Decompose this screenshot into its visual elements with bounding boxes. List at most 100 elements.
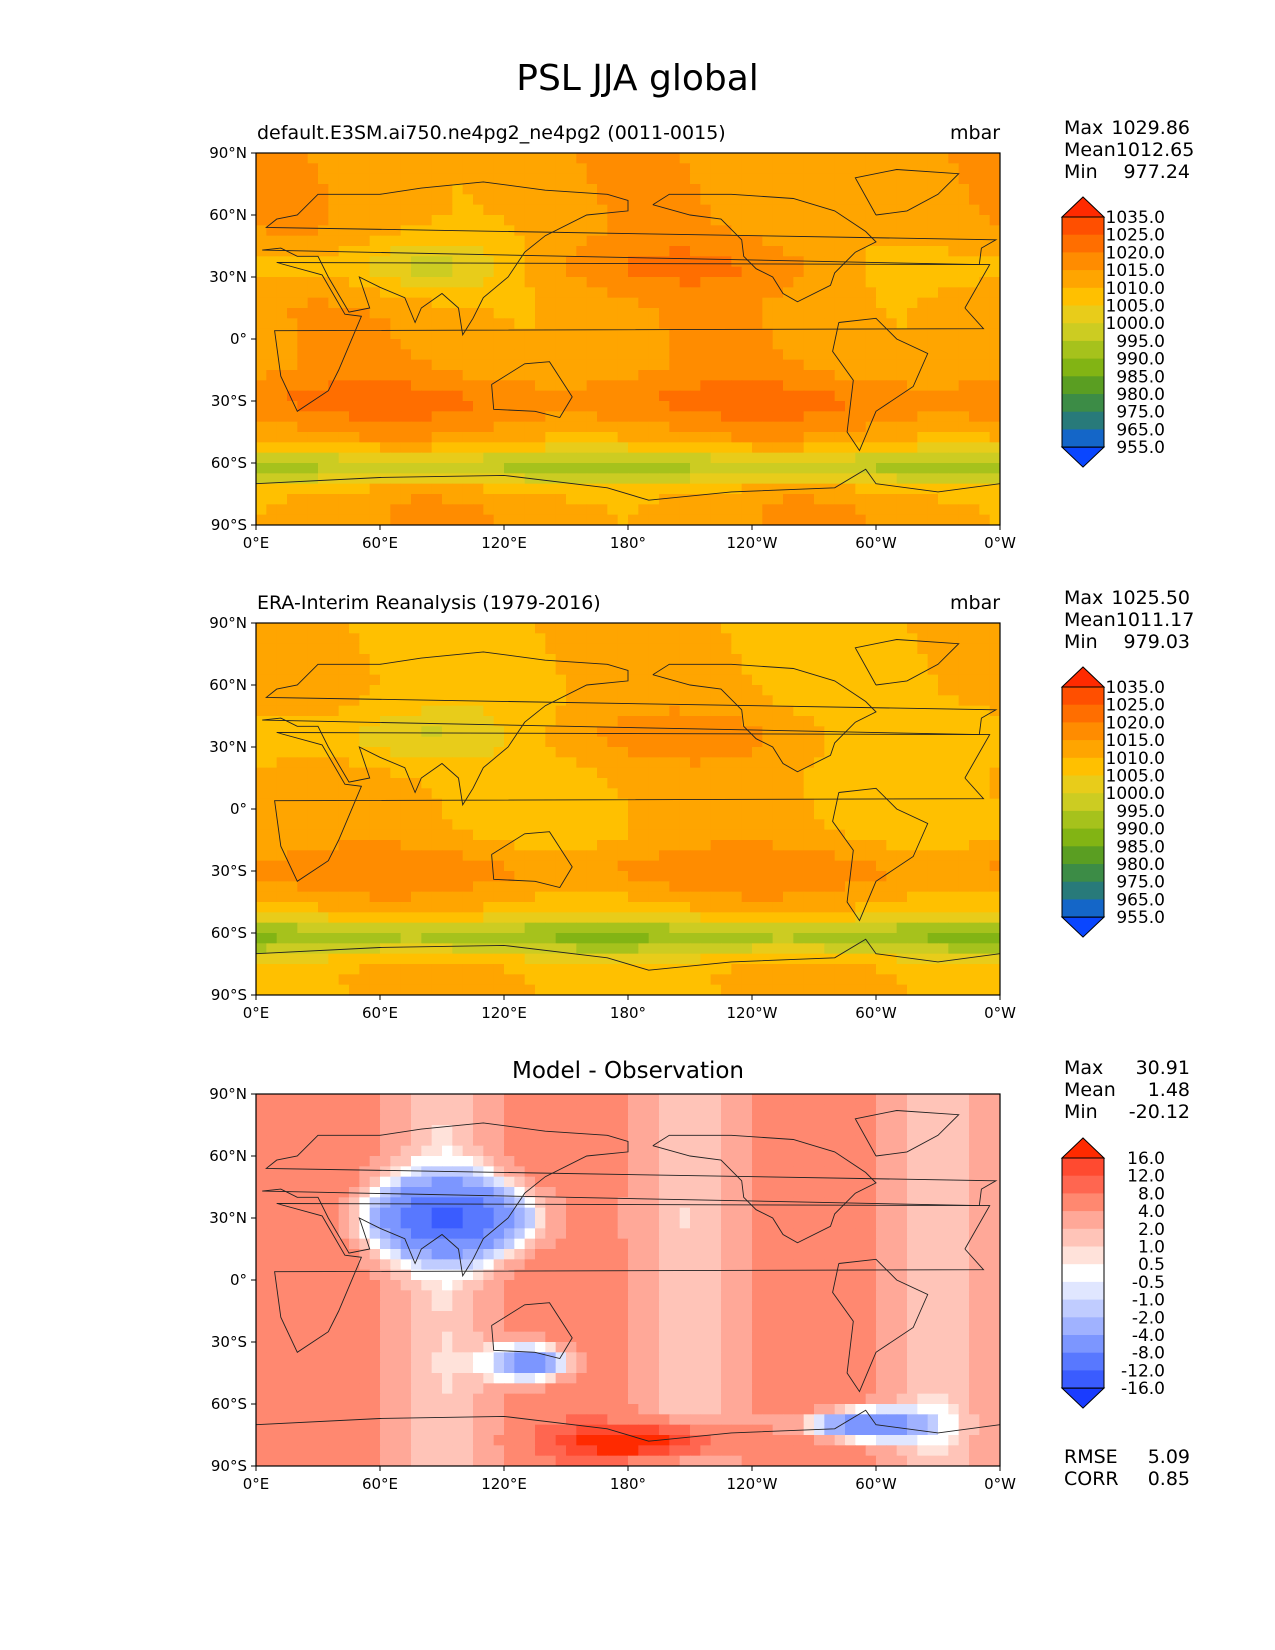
colorbar-band xyxy=(1062,704,1104,723)
lon-tick-label: 180° xyxy=(610,1004,646,1022)
lon-tick-label: 180° xyxy=(610,534,646,552)
coastline xyxy=(832,317,929,452)
coastline xyxy=(262,1122,998,1278)
colorbar-band xyxy=(1062,881,1104,900)
lon-tick-label: 120°W xyxy=(727,1475,778,1493)
lat-tick-label: 90°N xyxy=(209,614,247,632)
colorbar-band xyxy=(1062,1246,1104,1265)
colorbar-label: 955.0 xyxy=(1116,438,1165,458)
lat-tick-label: 30°S xyxy=(211,392,247,410)
panel-2-stats: Max 1025.50 Mean 1011.17 Min 979.03 xyxy=(1064,587,1194,653)
lon-tick-label: 0°E xyxy=(243,534,270,552)
colorbar-band xyxy=(1062,1281,1104,1301)
colorbar-band xyxy=(1062,411,1104,430)
colorbar-top-extension xyxy=(1060,1137,1106,1159)
colorbar-label: 1005.0 xyxy=(1106,767,1165,787)
colorbar-label: 990.0 xyxy=(1116,820,1165,840)
lat-tick-label: 60°N xyxy=(209,1147,247,1165)
colorbar-band xyxy=(1062,1193,1104,1212)
colorbar-band xyxy=(1062,1370,1104,1389)
colorbar-band xyxy=(1062,340,1104,360)
colorbar-top-extension xyxy=(1060,666,1106,688)
coastline xyxy=(491,361,573,419)
lat-tick-label: 30°N xyxy=(209,1209,247,1227)
colorbar-band xyxy=(1062,899,1104,918)
colorbar-label: -8.0 xyxy=(1132,1344,1165,1364)
colorbar-label: -12.0 xyxy=(1121,1361,1165,1381)
colorbar-band xyxy=(1062,1352,1104,1371)
colorbar-label: 980.0 xyxy=(1116,855,1165,875)
colorbar-band xyxy=(1062,234,1104,253)
panel-1-units: mbar xyxy=(950,122,1001,144)
colorbar-label: 995.0 xyxy=(1116,332,1165,352)
lat-tick-label: 90°S xyxy=(211,516,247,534)
coastline xyxy=(832,1258,929,1393)
lat-tick-label: 30°N xyxy=(209,268,247,286)
field-fill xyxy=(256,1094,1000,1466)
lat-tick-label: 30°S xyxy=(211,1333,247,1351)
colorbar-label: 975.0 xyxy=(1116,403,1165,423)
lon-tick-label: 120°E xyxy=(481,1004,527,1022)
colorbar-label: 0.5 xyxy=(1138,1255,1165,1275)
colorbar-label: 1005.0 xyxy=(1106,297,1165,317)
field-fill xyxy=(256,623,1000,995)
colorbar-label: -0.5 xyxy=(1132,1273,1165,1293)
colorbar-label: 8.0 xyxy=(1138,1184,1165,1204)
colorbar-label: 1035.0 xyxy=(1106,678,1165,698)
lat-tick-label: 60°S xyxy=(211,454,247,472)
colorbar-frame xyxy=(1061,1157,1105,1389)
colorbar-label: 985.0 xyxy=(1116,837,1165,857)
panel-2-title: ERA-Interim Reanalysis (1979-2016) xyxy=(257,592,601,614)
colorbar-label: 1010.0 xyxy=(1106,749,1165,769)
colorbar-label: 955.0 xyxy=(1116,908,1165,928)
coastline xyxy=(274,732,991,882)
figure-title: PSL JJA global xyxy=(516,58,759,99)
coastline xyxy=(274,262,991,412)
stat-max: Max 30.91 xyxy=(1064,1057,1190,1079)
colorbar-band xyxy=(1062,1228,1104,1247)
coastline xyxy=(262,651,998,807)
colorbar-3: 16.012.08.04.02.01.00.5-0.5-1.0-2.0-4.0-… xyxy=(1060,1137,1165,1409)
colorbar-band xyxy=(1062,828,1104,847)
coastline xyxy=(854,639,960,686)
panel-1-stats: Max 1029.86 Mean 1012.65 Min 977.24 xyxy=(1064,117,1194,183)
colorbar-label: 1035.0 xyxy=(1106,208,1165,228)
colorbar-band xyxy=(1062,305,1104,324)
stat-min: Min 979.03 xyxy=(1064,631,1190,653)
lat-tick-label: 30°S xyxy=(211,862,247,880)
lon-tick-label: 0°W xyxy=(984,1004,1016,1022)
lon-tick-label: 60°E xyxy=(362,534,398,552)
colorbar-1: 1035.01025.01020.01015.01010.01005.01000… xyxy=(1060,196,1165,468)
stat-corr: CORR 0.85 xyxy=(1064,1468,1190,1490)
colorbar-bottom-extension xyxy=(1060,446,1106,468)
colorbar-label: 1015.0 xyxy=(1106,731,1165,751)
map-panel-2: 90°N 60°N 30°N 0° 30°S 60°S 90°S0°E 60°E 120°E 18… xyxy=(209,614,1016,1022)
colorbar-band xyxy=(1062,270,1104,289)
colorbar-2: 1035.01025.01020.01015.01010.01005.01000… xyxy=(1060,666,1165,938)
coastline xyxy=(256,468,1000,501)
panel-2-units: mbar xyxy=(950,592,1001,614)
colorbar-band xyxy=(1062,358,1104,377)
colorbar-label: 1015.0 xyxy=(1106,261,1165,281)
lat-tick-label: 0° xyxy=(230,1271,247,1289)
coastline xyxy=(491,831,573,889)
colorbar-label: 1000.0 xyxy=(1106,314,1165,334)
lat-tick-label: 90°S xyxy=(211,1457,247,1475)
stat-rmse: RMSE 5.09 xyxy=(1064,1446,1190,1468)
colorbar-band xyxy=(1062,287,1104,306)
coastline xyxy=(256,938,1000,971)
colorbar-label: -16.0 xyxy=(1121,1379,1165,1399)
colorbar-label: 1000.0 xyxy=(1106,784,1165,804)
colorbar-band xyxy=(1062,217,1104,236)
lat-tick-label: 90°S xyxy=(211,986,247,1004)
lat-tick-label: 60°N xyxy=(209,676,247,694)
lon-tick-label: 60°E xyxy=(362,1475,398,1493)
lat-tick-label: 60°S xyxy=(211,924,247,942)
colorbar-band xyxy=(1062,846,1104,865)
stat-max: Max 1029.86 xyxy=(1064,117,1190,139)
colorbar-bottom-extension xyxy=(1060,1387,1106,1409)
panel-3-error-stats: RMSE 5.09 CORR 0.85 xyxy=(1064,1446,1190,1490)
colorbar-label: 1.0 xyxy=(1138,1238,1165,1258)
colorbar-label: 2.0 xyxy=(1138,1220,1165,1240)
